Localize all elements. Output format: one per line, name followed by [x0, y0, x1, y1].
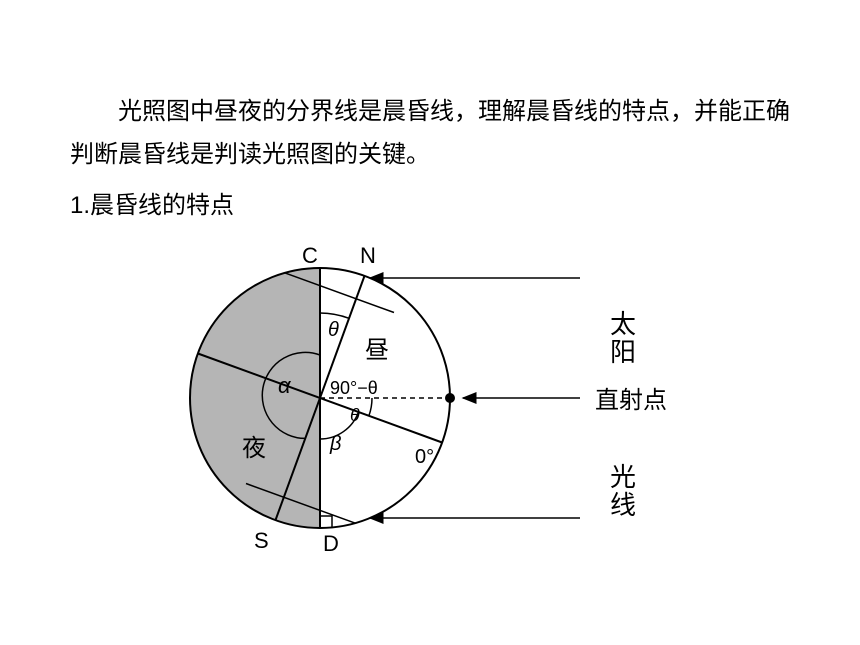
- label-rays: 光线: [610, 462, 636, 520]
- label-D: D: [323, 531, 339, 556]
- label-subsolar: 直射点: [595, 387, 667, 414]
- section-title: 1.晨昏线的特点: [70, 184, 790, 227]
- diagram-container: C N S D θ α 昼 90°−θ θ 夜 β 0° 太阳 直射点 光线: [150, 238, 710, 558]
- label-zero: 0°: [415, 446, 434, 468]
- intro-text: 光照图中昼夜的分界线是晨昏线，理解晨昏线的特点，并能正确判断晨昏线是判读光照图的…: [70, 98, 790, 168]
- label-night: 夜: [242, 435, 266, 462]
- label-N: N: [360, 243, 376, 268]
- section-title-text: 1.晨昏线的特点: [70, 192, 234, 219]
- label-day: 昼: [365, 337, 389, 364]
- illumination-diagram: C N S D θ α 昼 90°−θ θ 夜 β 0° 太阳 直射点 光线: [150, 238, 710, 558]
- label-C: C: [302, 243, 318, 268]
- label-90-theta: 90°−θ: [330, 378, 378, 398]
- subsolar-point: [445, 393, 455, 403]
- label-theta-top: θ: [328, 319, 339, 341]
- label-beta: β: [329, 433, 341, 455]
- intro-paragraph: 光照图中昼夜的分界线是晨昏线，理解晨昏线的特点，并能正确判断晨昏线是判读光照图的…: [70, 90, 790, 176]
- label-S: S: [254, 528, 269, 553]
- theta-arc-mid: [369, 398, 372, 416]
- label-theta-mid: θ: [350, 405, 360, 425]
- label-sun: 太阳: [610, 309, 636, 367]
- theta-arc-top: [320, 313, 349, 318]
- label-alpha: α: [278, 373, 292, 398]
